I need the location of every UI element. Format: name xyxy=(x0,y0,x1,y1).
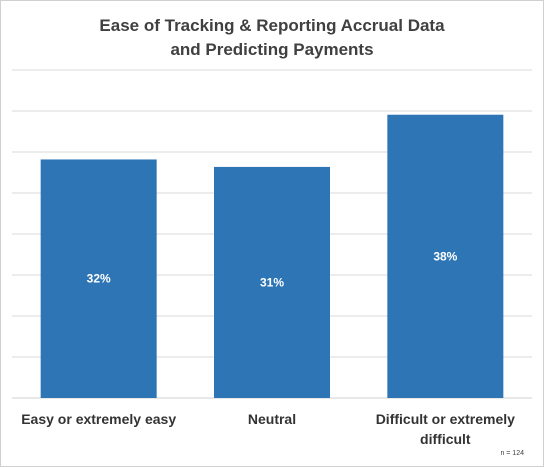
bar xyxy=(387,114,504,399)
category-label: Difficult or extremely xyxy=(376,411,515,427)
data-labels: 32% 31% 38% xyxy=(87,249,458,289)
bar-data-label: 38% xyxy=(433,249,457,263)
category-label: Neutral xyxy=(248,411,296,427)
bar-data-label: 31% xyxy=(260,275,284,289)
category-label: Easy or extremely easy xyxy=(21,411,176,427)
bar xyxy=(214,166,330,398)
category-labels: Easy or extremely easy Neutral Difficult o… xyxy=(21,411,515,447)
chart-title-line-2: and Predicting Payments xyxy=(170,40,374,59)
chart-title-line-1: Ease of Tracking & Reporting Accrual Dat… xyxy=(99,16,445,35)
bar-data-label: 32% xyxy=(87,272,111,286)
bars xyxy=(40,114,504,399)
bar xyxy=(40,159,157,398)
sample-size-note: n = 124 xyxy=(500,450,524,457)
category-label: difficult xyxy=(420,431,471,447)
